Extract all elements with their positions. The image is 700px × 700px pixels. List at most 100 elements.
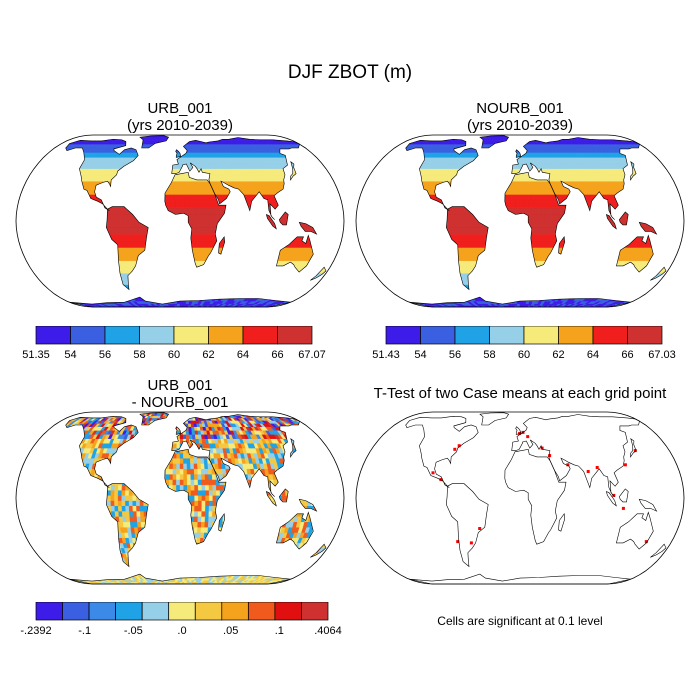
grid-cell — [170, 201, 176, 209]
grid-cell — [465, 220, 471, 228]
grid-cell — [474, 240, 481, 248]
grid-cell — [536, 253, 542, 261]
grid-cell — [533, 227, 539, 235]
grid-cell — [515, 194, 521, 202]
grid-cell — [175, 201, 181, 209]
grid-cell — [506, 194, 512, 202]
colorbar-box — [208, 326, 244, 345]
colorbar-box — [70, 326, 106, 345]
grid-cell — [533, 194, 539, 202]
grid-cell — [201, 194, 208, 202]
grid-cell — [515, 181, 521, 189]
coastline-borneo — [278, 211, 289, 226]
grid-cell — [554, 187, 561, 195]
grid-cell — [188, 187, 194, 195]
grid-cell — [532, 187, 538, 195]
grid-cell — [197, 233, 203, 241]
grid-cell — [460, 220, 466, 228]
grid-cell — [184, 201, 190, 209]
grid-cell — [533, 207, 539, 215]
figure-title: DJF ZBOT (m) — [287, 62, 413, 83]
grid-cell — [537, 187, 543, 195]
grid-cell — [130, 233, 136, 241]
grid-cell — [188, 207, 194, 215]
grid-cell — [170, 187, 176, 195]
grid-cell — [460, 233, 467, 241]
grid-cell — [542, 207, 548, 215]
grid-cell — [206, 227, 213, 235]
grid-cell — [179, 174, 185, 182]
grid-cell — [197, 194, 203, 202]
colorbar-label: 54 — [64, 349, 76, 361]
grid-cell — [533, 214, 539, 222]
colorbar-box — [173, 326, 209, 345]
grid-cell — [211, 207, 217, 215]
coastline-japan — [290, 160, 297, 181]
grid-cell — [183, 157, 189, 164]
grid-cell — [510, 187, 516, 195]
grid-cell — [527, 152, 532, 158]
grid-cell — [456, 227, 462, 235]
panel-title-line2: (yrs 2010-2039) — [127, 117, 233, 134]
grid-cell — [537, 233, 543, 241]
grid-cell — [551, 214, 557, 222]
grid-cell — [510, 201, 516, 209]
grid-cell — [193, 207, 199, 215]
grid-cell — [106, 214, 112, 222]
grid-cell — [170, 194, 176, 202]
grid-cell — [193, 233, 199, 241]
grid-cell — [111, 214, 117, 222]
grid-cell — [179, 303, 184, 306]
grid-cell — [139, 233, 145, 241]
grid-cell — [175, 181, 181, 189]
grid-cell — [175, 194, 181, 202]
grid-cell — [511, 181, 516, 189]
grid-cell — [451, 233, 458, 241]
colorbar-label: 56 — [99, 349, 111, 361]
grid-cell — [547, 214, 553, 222]
grid-cell — [519, 201, 525, 209]
grid-cell — [542, 201, 548, 209]
grid-cell — [527, 157, 533, 164]
grid-cell — [537, 207, 543, 215]
grid-cell — [519, 181, 525, 189]
grid-cell — [524, 187, 530, 195]
panel-title-line1: NOURB_001 — [476, 100, 564, 117]
grid-cell — [207, 220, 213, 228]
grid-cell — [201, 253, 207, 261]
grid-cell — [542, 214, 548, 222]
grid-cell — [197, 201, 203, 209]
grid-cell — [523, 157, 529, 164]
grid-cell — [205, 187, 212, 195]
coastline-greenland — [139, 135, 170, 149]
grid-cell — [546, 233, 552, 241]
grid-cell — [196, 181, 202, 189]
grid-cell — [111, 227, 117, 235]
grid-cell — [506, 201, 512, 209]
grid-cell — [116, 214, 122, 222]
colorbar-label: 60 — [168, 349, 180, 361]
panel-title-nourb: NOURB_001 (yrs 2010-2039) — [360, 100, 680, 134]
grid-cell — [187, 157, 193, 164]
grid-cell — [546, 194, 552, 202]
grid-cell — [196, 253, 202, 261]
grid-cell — [192, 187, 198, 195]
grid-cell — [197, 227, 203, 235]
grid-cell — [211, 201, 217, 209]
grid-cell — [202, 220, 208, 228]
grid-cell — [528, 207, 534, 215]
grid-cell — [179, 194, 185, 202]
grid-cell — [516, 303, 521, 306]
grid-cell — [451, 207, 457, 215]
grid-cell — [120, 207, 126, 215]
grid-cell — [519, 187, 525, 195]
colorbar-label: 67.07 — [298, 349, 326, 361]
colorbar-box — [242, 326, 278, 345]
grid-cell — [537, 247, 543, 255]
coastline-new-zealand — [310, 266, 327, 281]
grid-cell — [465, 240, 472, 248]
grid-cell — [215, 207, 222, 215]
grid-cell — [125, 220, 131, 228]
grid-cell — [192, 181, 198, 189]
grid-cell — [479, 233, 485, 241]
